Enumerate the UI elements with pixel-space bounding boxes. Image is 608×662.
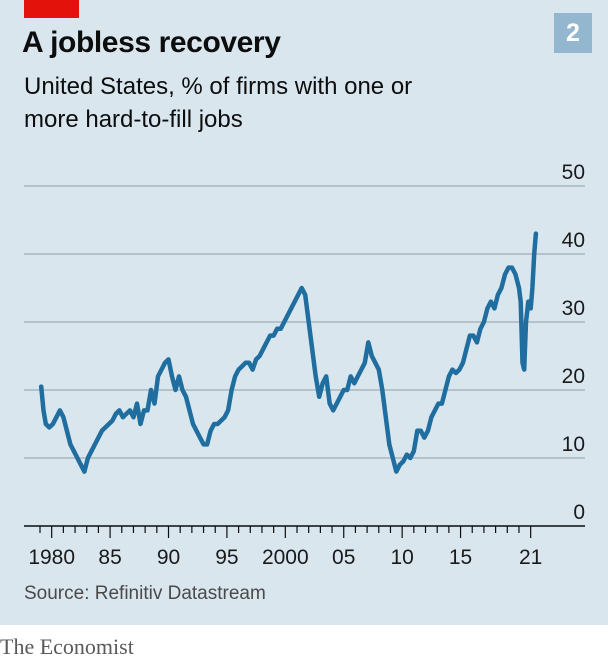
y-tick-label: 10 xyxy=(562,433,585,456)
chart-title: A jobless recovery xyxy=(22,26,281,59)
x-axis: 1980 85 90 95 2000 05 10 15 21 xyxy=(24,525,585,569)
x-tick-label: 85 xyxy=(98,546,121,569)
y-tick-label: 50 xyxy=(562,161,585,184)
line-chart: 0 10 20 30 40 50 1980 85 90 95 2000 05 10 15 21 xyxy=(24,161,585,569)
x-tick-label: 15 xyxy=(449,546,472,569)
x-tick-label: 10 xyxy=(390,546,413,569)
brand-logo: The Economist xyxy=(0,634,134,659)
chart-number-badge: 2 xyxy=(554,13,592,53)
x-tick-label: 05 xyxy=(332,546,355,569)
red-tag-bar xyxy=(24,0,79,18)
x-tick-label: 95 xyxy=(215,546,238,569)
source-note: Source: Refinitiv Datastream xyxy=(24,583,266,604)
x-tick-label: 21 xyxy=(519,546,542,569)
series-layer xyxy=(38,231,539,474)
y-tick-label: 20 xyxy=(562,365,585,388)
series-line-0 xyxy=(38,231,539,474)
y-tick-label: 40 xyxy=(562,229,585,252)
x-tick-label: 1980 xyxy=(28,546,75,569)
y-tick-label: 0 xyxy=(573,501,585,524)
x-tick-label: 2000 xyxy=(262,546,309,569)
x-tick-label: 90 xyxy=(157,546,180,569)
y-tick-label: 30 xyxy=(562,297,585,320)
chart-subtitle: United States, % of firms with one or mo… xyxy=(24,73,413,133)
y-axis-labels: 0 10 20 30 40 50 xyxy=(562,161,585,524)
gridlines xyxy=(24,185,585,459)
chart-panel: 2 A jobless recovery United States, % of… xyxy=(0,0,608,625)
